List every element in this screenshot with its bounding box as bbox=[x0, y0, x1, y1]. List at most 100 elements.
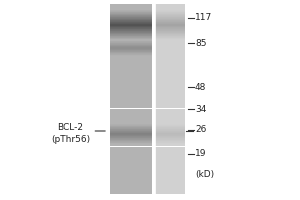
Bar bbox=[154, 113, 184, 114]
Bar bbox=[110, 98, 152, 99]
Bar bbox=[110, 156, 152, 157]
Bar bbox=[110, 45, 152, 46]
Bar bbox=[110, 91, 152, 92]
Bar bbox=[154, 163, 184, 164]
Bar bbox=[154, 44, 184, 45]
Bar bbox=[154, 181, 184, 182]
Bar bbox=[110, 72, 152, 73]
Bar bbox=[154, 118, 184, 119]
Bar bbox=[110, 162, 152, 163]
Bar bbox=[110, 24, 152, 25]
Bar bbox=[154, 125, 184, 126]
Bar bbox=[110, 31, 152, 32]
Bar bbox=[154, 27, 184, 28]
Bar bbox=[154, 178, 184, 179]
Bar bbox=[110, 29, 152, 30]
Bar bbox=[110, 59, 152, 60]
Bar bbox=[154, 58, 184, 59]
Bar bbox=[110, 118, 152, 119]
Bar bbox=[154, 124, 184, 125]
Bar bbox=[154, 43, 184, 44]
Bar bbox=[154, 28, 184, 29]
Bar bbox=[154, 131, 184, 132]
Bar bbox=[154, 182, 184, 183]
Bar bbox=[110, 146, 152, 147]
Text: (pThr56): (pThr56) bbox=[51, 136, 90, 144]
Bar bbox=[110, 178, 152, 179]
Bar bbox=[110, 127, 152, 128]
Bar bbox=[110, 181, 152, 182]
Bar bbox=[154, 167, 184, 168]
Bar bbox=[110, 175, 152, 176]
Bar bbox=[110, 7, 152, 8]
Bar bbox=[110, 25, 152, 26]
Bar bbox=[154, 144, 184, 145]
Bar bbox=[154, 55, 184, 56]
Bar bbox=[110, 119, 152, 120]
Bar bbox=[110, 142, 152, 143]
Bar bbox=[154, 100, 184, 101]
Bar bbox=[154, 16, 184, 17]
Bar bbox=[110, 114, 152, 115]
Bar bbox=[110, 84, 152, 85]
Bar bbox=[154, 13, 184, 14]
Bar bbox=[110, 48, 152, 49]
Bar bbox=[154, 76, 184, 77]
Bar bbox=[110, 161, 152, 162]
Bar bbox=[154, 139, 184, 140]
Bar bbox=[110, 124, 152, 125]
Bar bbox=[110, 51, 152, 52]
Bar bbox=[110, 105, 152, 106]
Bar bbox=[154, 108, 184, 109]
Bar bbox=[110, 107, 152, 108]
Bar bbox=[110, 134, 152, 135]
Bar bbox=[110, 140, 152, 141]
Bar bbox=[110, 32, 152, 33]
Bar bbox=[154, 71, 184, 72]
Bar bbox=[154, 155, 184, 156]
Bar bbox=[154, 5, 184, 6]
Bar bbox=[154, 30, 184, 31]
Bar bbox=[154, 105, 184, 106]
Bar bbox=[110, 186, 152, 187]
Bar bbox=[110, 57, 152, 58]
Bar bbox=[110, 183, 152, 184]
Bar bbox=[110, 4, 152, 5]
Bar bbox=[110, 6, 152, 7]
Bar bbox=[154, 129, 184, 130]
Bar bbox=[110, 11, 152, 12]
Text: 48: 48 bbox=[195, 82, 206, 92]
Bar bbox=[154, 66, 184, 67]
Bar bbox=[110, 192, 152, 193]
Bar bbox=[110, 132, 152, 133]
Bar bbox=[154, 107, 184, 108]
Bar bbox=[154, 176, 184, 177]
Bar bbox=[110, 182, 152, 183]
Bar bbox=[110, 116, 152, 117]
Bar bbox=[110, 129, 152, 130]
Bar bbox=[110, 109, 152, 110]
Bar bbox=[110, 12, 152, 13]
Bar bbox=[110, 112, 152, 113]
Bar bbox=[110, 151, 152, 152]
Bar bbox=[110, 69, 152, 70]
Bar bbox=[110, 110, 152, 111]
Bar bbox=[110, 138, 152, 139]
Bar bbox=[154, 192, 184, 193]
Bar bbox=[154, 102, 184, 103]
Bar bbox=[110, 147, 152, 148]
Bar bbox=[154, 173, 184, 174]
Bar bbox=[154, 18, 184, 19]
Bar bbox=[154, 150, 184, 151]
Bar bbox=[110, 167, 152, 168]
Bar bbox=[110, 70, 152, 71]
Bar bbox=[154, 121, 184, 122]
Bar bbox=[110, 145, 152, 146]
Bar bbox=[110, 174, 152, 175]
Bar bbox=[154, 90, 184, 91]
Bar bbox=[154, 59, 184, 60]
Bar bbox=[154, 9, 184, 10]
Bar bbox=[154, 86, 184, 87]
Bar bbox=[154, 103, 184, 104]
Bar bbox=[154, 70, 184, 71]
